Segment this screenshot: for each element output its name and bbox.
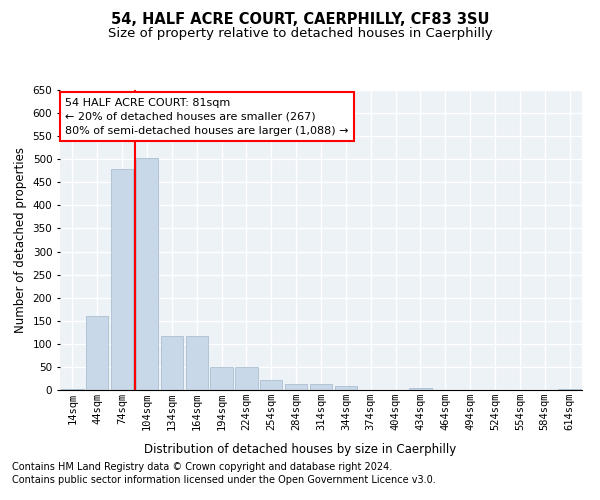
Text: Size of property relative to detached houses in Caerphilly: Size of property relative to detached ho… bbox=[107, 28, 493, 40]
Bar bbox=[559, 388, 581, 390]
Bar bbox=[111, 170, 133, 390]
Bar bbox=[260, 380, 283, 390]
Bar bbox=[409, 388, 431, 390]
Bar bbox=[136, 158, 158, 390]
Text: Contains public sector information licensed under the Open Government Licence v3: Contains public sector information licen… bbox=[12, 475, 436, 485]
Y-axis label: Number of detached properties: Number of detached properties bbox=[14, 147, 27, 333]
Bar bbox=[161, 336, 183, 390]
Text: 54 HALF ACRE COURT: 81sqm
← 20% of detached houses are smaller (267)
80% of semi: 54 HALF ACRE COURT: 81sqm ← 20% of detac… bbox=[65, 98, 349, 136]
Text: 54, HALF ACRE COURT, CAERPHILLY, CF83 3SU: 54, HALF ACRE COURT, CAERPHILLY, CF83 3S… bbox=[111, 12, 489, 28]
Bar bbox=[310, 384, 332, 390]
Text: Contains HM Land Registry data © Crown copyright and database right 2024.: Contains HM Land Registry data © Crown c… bbox=[12, 462, 392, 472]
Bar bbox=[86, 316, 109, 390]
Bar bbox=[235, 367, 257, 390]
Bar bbox=[61, 388, 83, 390]
Bar bbox=[335, 386, 357, 390]
Bar bbox=[211, 367, 233, 390]
Bar bbox=[185, 336, 208, 390]
Bar bbox=[285, 384, 307, 390]
Text: Distribution of detached houses by size in Caerphilly: Distribution of detached houses by size … bbox=[144, 442, 456, 456]
